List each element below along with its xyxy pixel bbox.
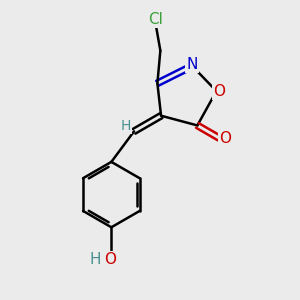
Text: H: H (89, 253, 101, 268)
Text: O: O (104, 253, 116, 268)
Text: N: N (187, 57, 198, 72)
Text: H: H (121, 119, 131, 133)
Text: Cl: Cl (148, 12, 163, 27)
Text: O: O (213, 84, 225, 99)
Text: O: O (219, 130, 231, 146)
